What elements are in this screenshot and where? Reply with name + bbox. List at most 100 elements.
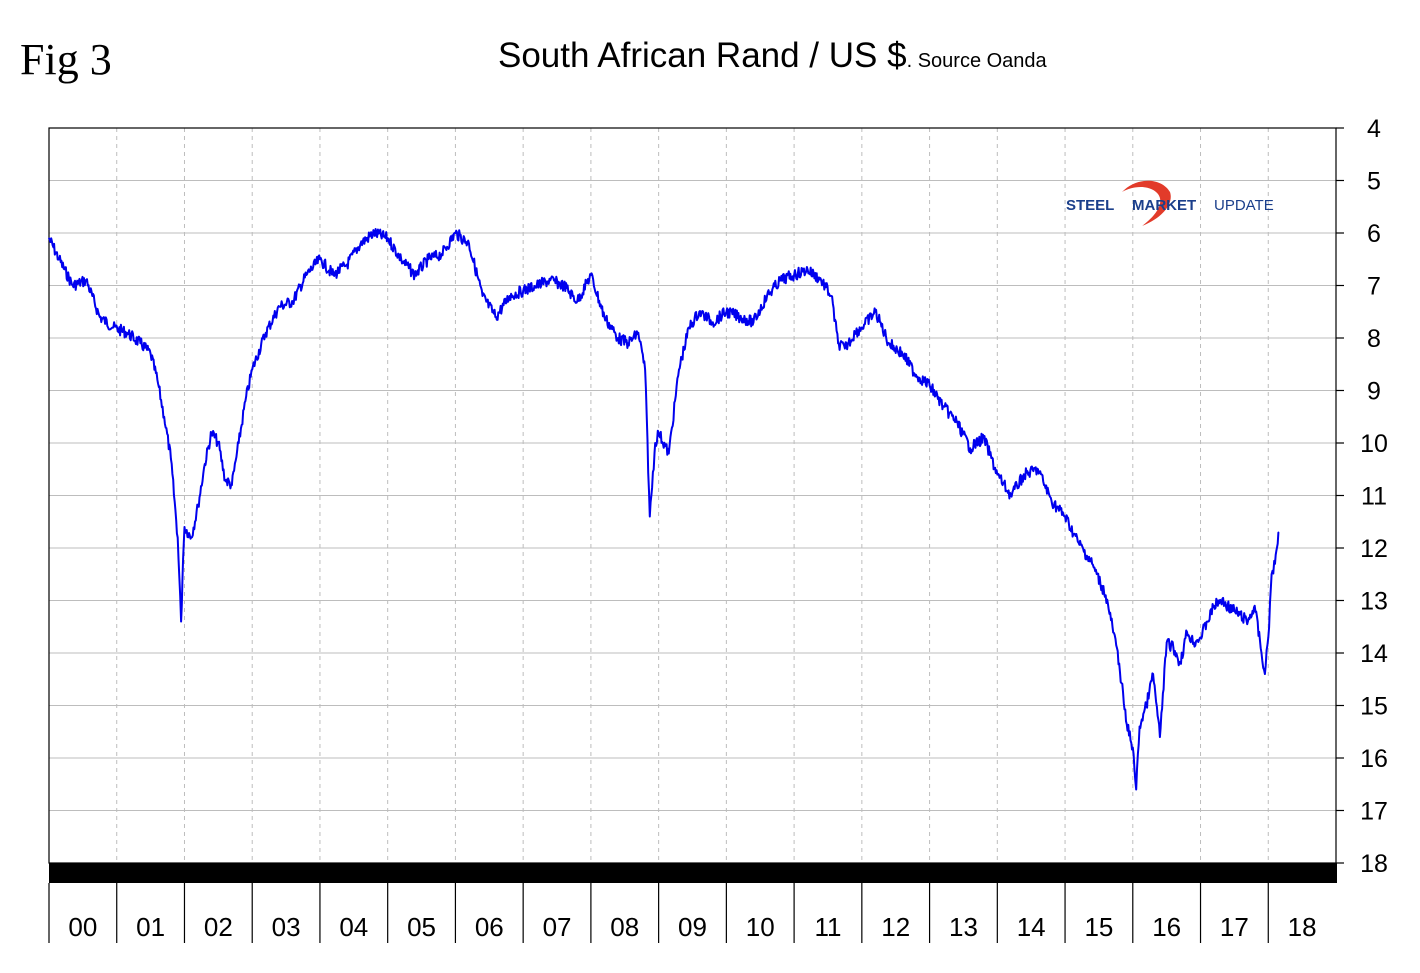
x-tick-label: 02 bbox=[204, 912, 233, 942]
logo-text-steel: STEEL bbox=[1066, 197, 1114, 214]
x-tick-label: 00 bbox=[68, 912, 97, 942]
data-point bbox=[180, 620, 182, 623]
data-point bbox=[1260, 652, 1263, 654]
data-point bbox=[58, 258, 60, 261]
data-point bbox=[427, 258, 430, 261]
data-point bbox=[806, 268, 809, 271]
data-point bbox=[203, 463, 206, 465]
data-point bbox=[617, 337, 619, 339]
data-point bbox=[942, 405, 944, 408]
data-point bbox=[644, 368, 646, 371]
x-tick-label: 06 bbox=[475, 912, 504, 942]
logo-text-update: UPDATE bbox=[1214, 197, 1274, 214]
x-tick-label: 13 bbox=[949, 912, 978, 942]
data-point bbox=[1206, 620, 1209, 623]
data-point bbox=[888, 342, 890, 345]
x-tick-label: 09 bbox=[678, 912, 707, 942]
data-point bbox=[332, 274, 335, 276]
data-point bbox=[305, 274, 308, 276]
data-point bbox=[1145, 704, 1148, 707]
data-point bbox=[874, 310, 877, 313]
data-point bbox=[481, 295, 484, 297]
y-tick-label: 10 bbox=[1360, 430, 1388, 458]
data-point bbox=[1118, 662, 1121, 665]
y-tick-label: 14 bbox=[1360, 640, 1388, 668]
data-point bbox=[1135, 788, 1137, 791]
data-point bbox=[373, 232, 375, 234]
data-point bbox=[112, 326, 115, 329]
data-point bbox=[210, 431, 213, 434]
data-point bbox=[126, 331, 128, 334]
data-point bbox=[454, 232, 457, 234]
data-point bbox=[1264, 673, 1266, 675]
data-point bbox=[837, 342, 839, 345]
chart-title: South African Rand / US $. Source Oanda bbox=[498, 36, 1047, 76]
data-point bbox=[712, 321, 714, 324]
data-point bbox=[508, 295, 511, 297]
x-tick-label: 04 bbox=[339, 912, 368, 942]
data-point bbox=[1104, 594, 1107, 597]
data-point bbox=[1192, 641, 1195, 644]
data-point bbox=[237, 442, 240, 444]
data-point bbox=[251, 368, 254, 371]
data-point bbox=[698, 310, 701, 313]
data-point bbox=[1172, 646, 1175, 649]
x-axis-band bbox=[49, 863, 1337, 883]
data-point bbox=[1270, 573, 1273, 576]
data-point bbox=[413, 274, 416, 276]
y-tick-label: 17 bbox=[1360, 798, 1388, 826]
data-point bbox=[1010, 494, 1012, 497]
data-point bbox=[1152, 673, 1154, 675]
data-point bbox=[1125, 720, 1127, 723]
data-point bbox=[224, 478, 226, 481]
data-point bbox=[1111, 625, 1114, 628]
x-tick-label: 03 bbox=[272, 912, 301, 942]
data-point bbox=[1253, 604, 1256, 607]
data-point bbox=[779, 279, 782, 282]
data-point bbox=[319, 258, 321, 261]
data-point bbox=[522, 289, 524, 292]
y-tick-label: 11 bbox=[1361, 483, 1387, 511]
series-layer bbox=[48, 228, 1280, 791]
data-point bbox=[667, 452, 670, 455]
data-point bbox=[915, 373, 917, 376]
data-point bbox=[1091, 562, 1093, 565]
data-point bbox=[637, 331, 640, 334]
y-tick-label: 13 bbox=[1360, 588, 1388, 616]
y-tick-label: 18 bbox=[1360, 850, 1388, 878]
x-tick-label: 07 bbox=[543, 912, 572, 942]
data-point bbox=[217, 442, 220, 444]
data-point bbox=[149, 352, 152, 355]
data-point bbox=[549, 279, 552, 282]
data-point bbox=[170, 457, 172, 460]
data-point bbox=[1247, 620, 1249, 623]
data-point bbox=[163, 415, 165, 418]
x-tick-label: 12 bbox=[881, 912, 910, 942]
data-point bbox=[1186, 631, 1188, 633]
data-point bbox=[657, 431, 660, 434]
data-point bbox=[359, 242, 362, 245]
y-tick-label: 4 bbox=[1367, 115, 1381, 143]
y-tick-label: 9 bbox=[1367, 378, 1381, 406]
data-point bbox=[996, 473, 999, 476]
steel-market-update-logo: STEEL MARKET UPDATE bbox=[1066, 180, 1274, 226]
data-point bbox=[725, 310, 728, 313]
data-point bbox=[982, 436, 985, 439]
data-point bbox=[688, 326, 690, 329]
data-point bbox=[183, 526, 186, 528]
data-point bbox=[495, 316, 497, 318]
data-point bbox=[535, 284, 538, 287]
data-point bbox=[678, 368, 680, 371]
data-point bbox=[1138, 725, 1141, 728]
data-point bbox=[844, 347, 846, 350]
data-point bbox=[563, 284, 565, 287]
y-tick-label: 8 bbox=[1367, 325, 1381, 353]
x-axis-labels: 00 01 02 03 04 05 06 07 08 09 10 11 12 13 14 15 16 17 18 bbox=[48, 883, 1317, 943]
x-tick-label: 17 bbox=[1220, 912, 1249, 942]
data-point bbox=[590, 274, 592, 276]
data-point bbox=[1267, 636, 1270, 639]
data-point bbox=[1064, 515, 1066, 518]
data-point bbox=[1131, 746, 1134, 749]
data-point bbox=[99, 316, 101, 318]
